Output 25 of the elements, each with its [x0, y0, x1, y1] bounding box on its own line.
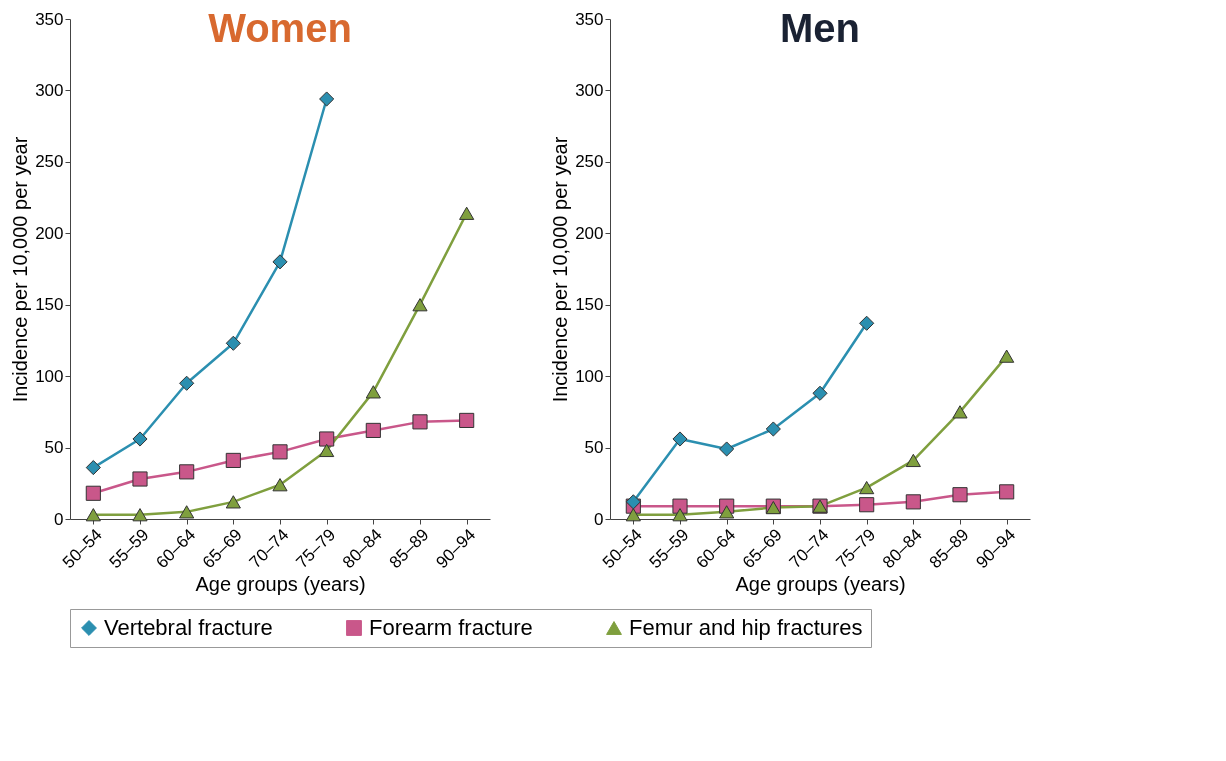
- y-tick-label: 0: [54, 509, 64, 529]
- y-axis-title: Incidence per 10,000 per year: [9, 136, 32, 403]
- legend-label: Femur and hip fractures: [629, 615, 863, 640]
- legend-label: Forearm fracture: [369, 615, 533, 640]
- y-tick-label: 200: [575, 223, 604, 243]
- y-tick-label: 150: [575, 295, 604, 315]
- y-tick-label: 250: [575, 152, 604, 172]
- chart-title: Men: [780, 6, 860, 50]
- y-tick-label: 100: [35, 366, 64, 386]
- y-tick-label: 300: [35, 80, 64, 100]
- y-tick-label: 100: [575, 366, 604, 386]
- y-tick-label: 50: [584, 438, 604, 458]
- x-axis-title: Age groups (years): [735, 573, 906, 596]
- y-tick-label: 350: [35, 9, 64, 29]
- legend-label: Vertebral fracture: [104, 615, 273, 640]
- y-tick-label: 0: [594, 509, 604, 529]
- chart-title: Women: [208, 6, 352, 50]
- y-tick-label: 200: [35, 223, 64, 243]
- x-axis-title: Age groups (years): [195, 573, 366, 596]
- y-tick-label: 50: [44, 438, 64, 458]
- y-tick-label: 150: [35, 295, 64, 315]
- y-tick-label: 250: [35, 152, 64, 172]
- y-axis-title: Incidence per 10,000 per year: [549, 136, 572, 403]
- y-tick-label: 300: [575, 80, 604, 100]
- y-tick-label: 350: [575, 9, 604, 29]
